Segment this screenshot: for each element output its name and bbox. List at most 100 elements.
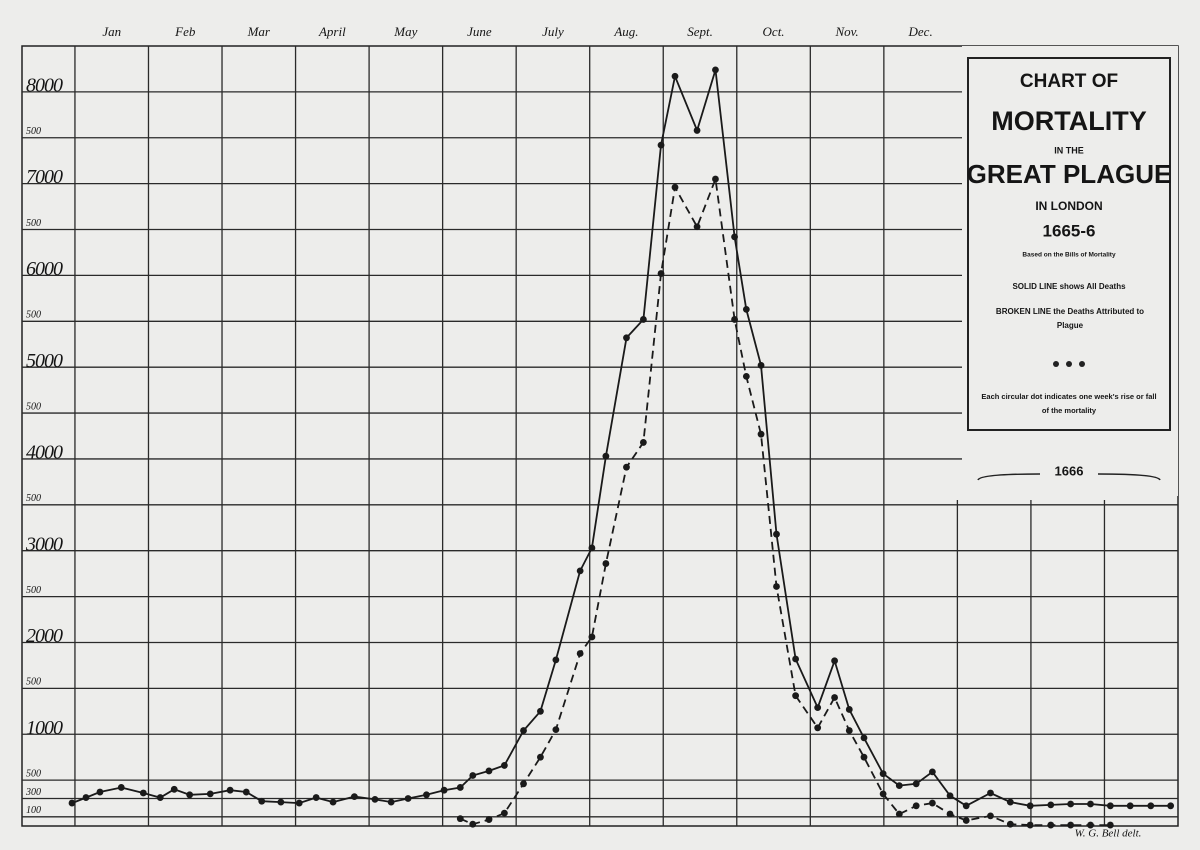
y-tick-label: 500 <box>26 401 41 412</box>
data-point <box>928 799 936 807</box>
data-point <box>639 439 647 446</box>
data-point <box>258 797 266 805</box>
data-point <box>731 316 738 323</box>
data-point <box>226 786 234 794</box>
data-point <box>962 802 970 810</box>
credit: W. G. Bell delt. <box>1075 828 1142 840</box>
data-point <box>712 66 719 74</box>
data-point <box>845 706 853 713</box>
data-point <box>895 810 903 818</box>
data-point <box>501 809 508 817</box>
data-point <box>1106 802 1114 810</box>
data-point <box>82 794 90 801</box>
data-point <box>757 361 765 369</box>
x-tick-label: Mar <box>247 24 271 39</box>
data-point <box>831 694 838 701</box>
data-point <box>1047 801 1055 809</box>
data-point <box>1106 821 1114 829</box>
data-point <box>623 463 630 471</box>
y-tick-label: 500 <box>26 585 41 596</box>
data-point <box>552 656 560 664</box>
data-point <box>671 72 679 80</box>
data-point <box>671 183 679 191</box>
data-point <box>773 583 780 590</box>
grid: 8000 500 7000 500 6000 500 5000 500 4000 500 3000 5… <box>22 24 1178 826</box>
data-point <box>537 753 544 761</box>
y-tick-label: 5000 <box>26 350 63 372</box>
data-point <box>1087 800 1094 808</box>
data-point <box>68 799 76 807</box>
legend-frame <box>967 57 1171 431</box>
data-point <box>895 782 903 790</box>
data-point <box>987 812 994 820</box>
x-tick-label: Dec. <box>908 24 933 39</box>
title-line: GREAT PLAGUE <box>967 159 1172 189</box>
year-bracket <box>977 473 1161 481</box>
year-label: 1666 <box>1055 463 1084 478</box>
data-point <box>277 798 285 806</box>
note-wrap: Each circular dot indicates one week's r… <box>981 392 1157 415</box>
data-point <box>879 770 887 778</box>
data-point <box>831 657 838 665</box>
legend-box: CHART OF MORTALITY IN THE GREAT PLAGUE I… <box>962 46 1178 496</box>
data-point <box>576 567 584 575</box>
data-point <box>1067 800 1075 808</box>
data-point <box>860 734 868 742</box>
x-tick-label: May <box>393 24 417 39</box>
title-line: IN THE <box>1054 145 1084 155</box>
x-tick-label: Oct. <box>763 24 785 39</box>
data-point <box>693 223 701 231</box>
data-point <box>440 786 448 794</box>
data-point <box>773 530 780 538</box>
y-tick-label: 2000 <box>26 625 63 647</box>
data-point <box>117 784 125 791</box>
data-point <box>731 233 738 241</box>
data-point <box>206 790 214 798</box>
ornament <box>1079 361 1085 367</box>
data-point <box>1047 821 1055 829</box>
data-point <box>1006 798 1014 806</box>
data-point <box>485 816 493 823</box>
x-tick-label: July <box>542 24 564 39</box>
x-tick-label: Nov. <box>834 24 858 39</box>
x-tick-label: Aug. <box>613 24 638 39</box>
data-point <box>946 792 954 800</box>
data-point <box>602 452 610 460</box>
y-tick-label: 100 <box>26 805 41 816</box>
data-point <box>456 815 464 823</box>
note: Each circular dot indicates one week's r… <box>981 392 1157 415</box>
data-point <box>1147 802 1155 810</box>
data-point <box>845 727 853 734</box>
data-point <box>485 767 493 775</box>
data-point <box>520 780 527 788</box>
data-point <box>602 560 610 567</box>
title-line: IN LONDON <box>1035 199 1102 213</box>
legend-entry: SOLID LINE shows All Deaths <box>1012 282 1126 291</box>
data-point <box>170 785 178 793</box>
data-point <box>387 798 395 806</box>
data-point <box>757 430 765 438</box>
data-point <box>552 726 560 734</box>
data-point <box>350 793 358 801</box>
data-point <box>588 544 596 552</box>
data-point <box>623 334 630 342</box>
y-tick-label: 6000 <box>26 258 63 280</box>
y-tick-label: 4000 <box>26 442 63 464</box>
data-point <box>693 127 701 134</box>
data-point <box>456 784 464 791</box>
y-tick-label: 500 <box>26 677 41 688</box>
series-line <box>459 178 1111 826</box>
data-point <box>792 655 800 663</box>
y-tick-label: 500 <box>26 310 41 321</box>
data-point <box>1126 802 1134 810</box>
y-tick-label: 3000 <box>25 533 63 555</box>
data-point <box>1006 820 1014 828</box>
data-point <box>186 791 194 799</box>
title-line: 1665-6 <box>1043 221 1096 240</box>
data-point <box>814 704 822 712</box>
data-point <box>639 316 647 323</box>
data-point <box>928 768 936 776</box>
data-point <box>879 790 887 798</box>
data-point <box>912 780 920 788</box>
